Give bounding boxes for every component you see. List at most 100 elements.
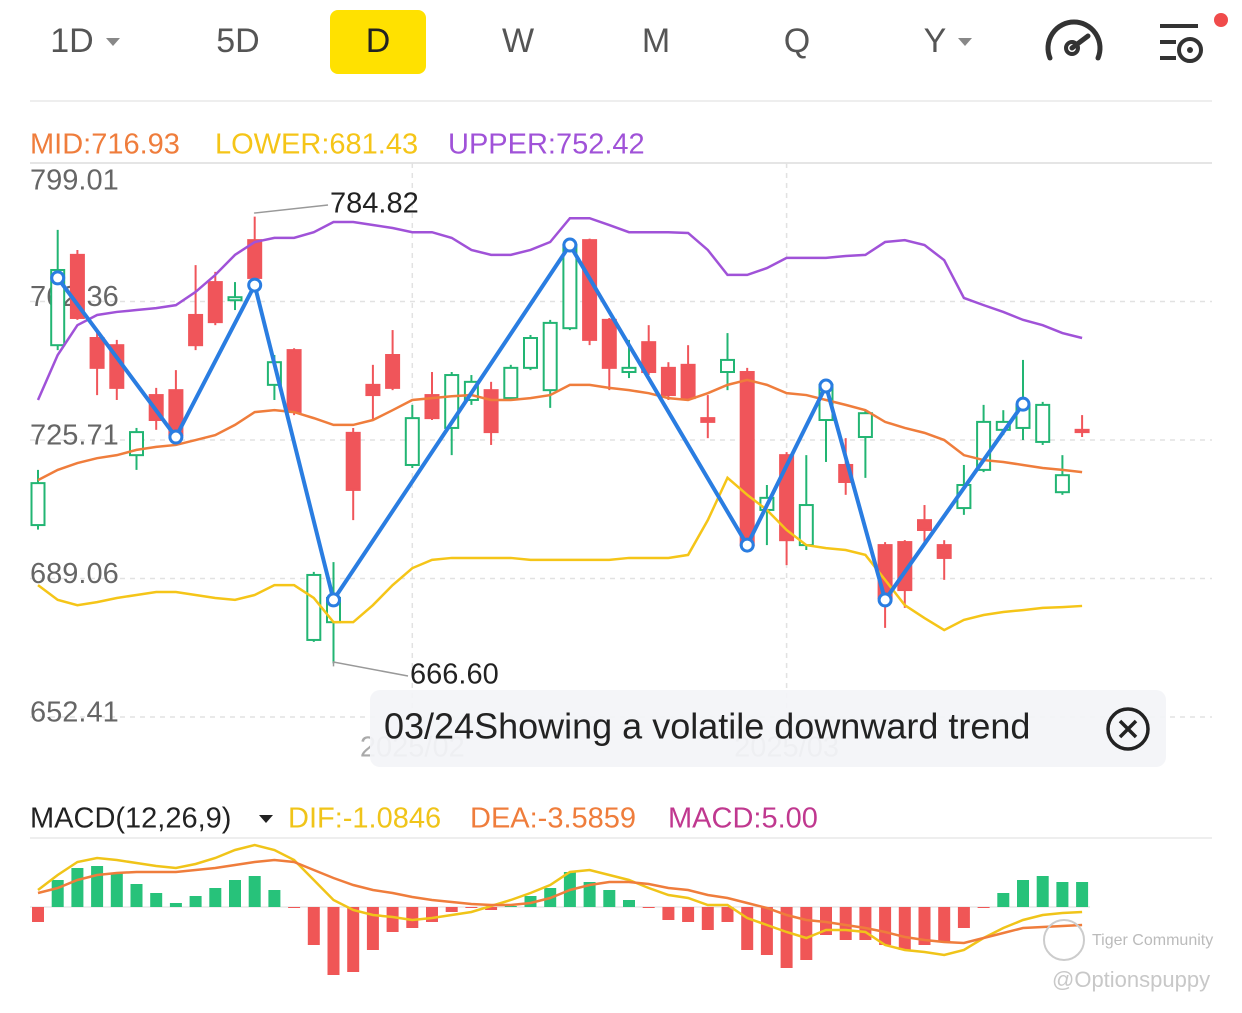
macd-bar bbox=[268, 890, 281, 907]
annotation-leader bbox=[253, 204, 329, 214]
macd-bar bbox=[938, 907, 951, 942]
macd-bar bbox=[839, 907, 852, 940]
candle-body bbox=[1054, 474, 1070, 494]
macd-bar bbox=[366, 907, 379, 950]
watermark-logo bbox=[1043, 919, 1085, 961]
tab[interactable]: W bbox=[502, 22, 534, 60]
macd-bar bbox=[465, 907, 478, 908]
zigzag-point bbox=[818, 378, 834, 394]
macd-bar bbox=[800, 907, 813, 960]
macd-bar bbox=[150, 893, 163, 907]
zigzag-point bbox=[1015, 396, 1031, 412]
macd-bar bbox=[997, 893, 1010, 907]
note-close[interactable] bbox=[1106, 707, 1150, 751]
watermark-brand: Tiger Community bbox=[1092, 932, 1213, 949]
candle-body bbox=[601, 318, 617, 369]
macd-bar bbox=[71, 868, 84, 907]
macd-line bbox=[37, 843, 1083, 957]
macd-bar bbox=[426, 907, 438, 922]
candle-body bbox=[1074, 428, 1090, 434]
y-tick-label: 799.01 bbox=[30, 165, 119, 197]
candle-body bbox=[207, 281, 223, 324]
candle-body bbox=[306, 573, 322, 641]
candle-body bbox=[621, 366, 637, 374]
annotation-leader bbox=[332, 661, 409, 677]
candle-body bbox=[385, 354, 401, 389]
macd-bar bbox=[248, 876, 261, 907]
tab[interactable]: Y bbox=[924, 22, 947, 60]
legend-entry: LOWER:681.43 bbox=[215, 129, 418, 161]
macd-bar bbox=[406, 907, 419, 928]
candle-body bbox=[345, 431, 361, 491]
macd-bar bbox=[603, 890, 616, 907]
candle-body bbox=[50, 268, 66, 347]
band-line bbox=[36, 216, 1083, 401]
note-box bbox=[370, 690, 1166, 767]
macd-bar bbox=[662, 907, 675, 920]
macd-bar bbox=[623, 900, 635, 907]
legend-entry: MACD:5.00 bbox=[668, 803, 818, 835]
candle-body bbox=[857, 412, 873, 439]
zigzag-point bbox=[739, 537, 755, 553]
tab[interactable]: Q bbox=[784, 22, 810, 60]
macd-bar bbox=[898, 907, 911, 950]
macd-bar bbox=[1036, 876, 1049, 907]
zigzag-point bbox=[50, 270, 66, 286]
macd-bar bbox=[229, 880, 241, 907]
candle-body bbox=[660, 366, 676, 397]
macd-bar bbox=[701, 907, 714, 930]
active-tab-bg bbox=[330, 10, 426, 74]
annotation: 666.60 bbox=[410, 659, 499, 691]
candle-body bbox=[1035, 403, 1051, 443]
candle-body bbox=[483, 389, 499, 434]
macd-bar bbox=[209, 888, 222, 907]
candle-body bbox=[739, 371, 755, 547]
tab[interactable]: M bbox=[642, 22, 670, 60]
zigzag-point bbox=[247, 277, 263, 293]
macd-bar bbox=[760, 907, 773, 955]
macd-bar bbox=[169, 903, 182, 907]
annotation: 784.82 bbox=[330, 188, 419, 220]
tab[interactable]: 1D bbox=[50, 22, 93, 60]
macd-title: MACD(12,26,9) bbox=[30, 803, 231, 835]
macd-line bbox=[37, 858, 1083, 945]
zigzag-point bbox=[562, 237, 578, 253]
note-close-x bbox=[1118, 719, 1138, 739]
zigzag-point bbox=[168, 429, 184, 445]
macd-bar bbox=[721, 907, 734, 922]
speed-icon[interactable] bbox=[1045, 19, 1103, 61]
candle-body bbox=[424, 394, 440, 420]
zigzag-point bbox=[877, 592, 893, 608]
band-line bbox=[37, 378, 1083, 482]
candle-body bbox=[680, 363, 696, 400]
candle-body bbox=[700, 417, 716, 423]
macd-bar bbox=[445, 907, 458, 912]
candle-body bbox=[798, 504, 814, 547]
candle-body bbox=[917, 519, 932, 531]
macd-bar bbox=[307, 907, 320, 945]
macd-bar bbox=[918, 907, 931, 945]
macd-bar bbox=[32, 907, 44, 922]
macd-bar bbox=[189, 896, 202, 907]
y-tick-label: 689.06 bbox=[30, 558, 119, 590]
settings-icon[interactable] bbox=[1160, 13, 1228, 63]
tab[interactable]: 5D bbox=[216, 22, 259, 60]
candle-body bbox=[30, 482, 46, 527]
macd-bar bbox=[1076, 882, 1089, 907]
candle-body bbox=[365, 383, 381, 397]
note-text: 03/24Showing a volatile downward trend bbox=[384, 706, 1030, 747]
macd-bar bbox=[130, 884, 143, 907]
y-tick-label: 725.71 bbox=[30, 420, 119, 452]
y-tick-label: 652.41 bbox=[30, 697, 119, 729]
candle-body bbox=[227, 296, 243, 302]
macd-bar bbox=[51, 880, 64, 907]
legend-entry: UPPER:752.42 bbox=[448, 129, 645, 161]
candle-body bbox=[89, 337, 105, 369]
legend-entry: DIF:-1.0846 bbox=[288, 803, 441, 835]
macd-bar bbox=[741, 907, 754, 950]
macd-bar bbox=[91, 866, 104, 907]
macd-bar bbox=[327, 907, 340, 975]
tab[interactable]: D bbox=[366, 22, 391, 60]
macd-bar bbox=[504, 906, 517, 907]
